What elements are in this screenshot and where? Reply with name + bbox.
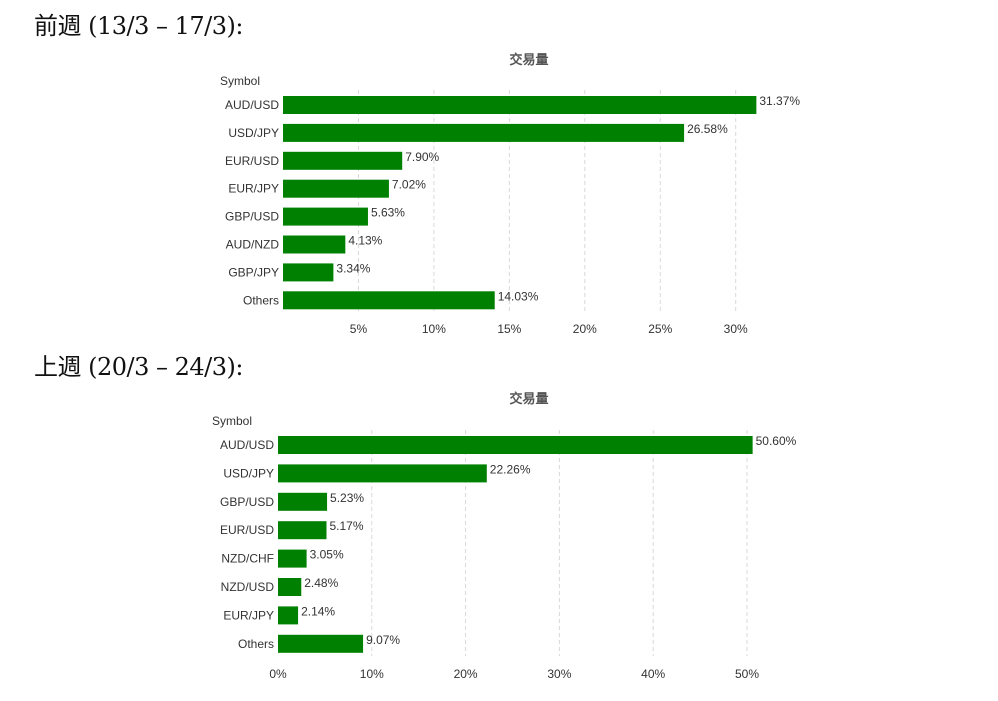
x-tick-label: 15% (497, 322, 521, 336)
section-heading-previous-week: 前週 (13/3 – 17/3): (34, 12, 244, 40)
x-tick-label: 10% (360, 667, 384, 681)
value-label: 26.58% (687, 122, 728, 136)
value-label: 5.17% (329, 519, 363, 533)
x-tick-label: 50% (735, 667, 759, 681)
value-label: 9.07% (366, 633, 400, 647)
bar (283, 151, 403, 170)
bar (283, 179, 389, 198)
value-label: 14.03% (498, 289, 539, 303)
value-label: 31.37% (759, 94, 800, 108)
category-label: EUR/USD (225, 154, 279, 168)
value-label: 2.14% (301, 604, 335, 618)
y-axis-label: Symbol (212, 414, 252, 428)
category-label: USD/JPY (228, 126, 279, 140)
value-label: 3.05% (310, 548, 344, 562)
category-label: NZD/USD (221, 580, 275, 594)
value-label: 4.13% (348, 234, 382, 248)
value-label: 22.26% (490, 462, 531, 476)
bar (283, 207, 368, 226)
category-label: AUD/NZD (226, 238, 280, 252)
x-tick-label: 20% (454, 667, 478, 681)
category-label: EUR/USD (220, 523, 274, 537)
value-label: 7.02% (392, 178, 426, 192)
bar (283, 263, 334, 282)
x-tick-label: 30% (724, 322, 748, 336)
category-label: NZD/CHF (221, 552, 274, 566)
bar (278, 549, 307, 568)
x-tick-label: 20% (573, 322, 597, 336)
value-label: 5.63% (371, 206, 405, 220)
chart-title: 交易量 (509, 52, 548, 67)
bar (278, 492, 328, 511)
x-tick-label: 30% (547, 667, 571, 681)
bar (278, 436, 753, 454)
x-tick-label: 5% (350, 322, 368, 336)
category-label: GBP/JPY (228, 265, 279, 279)
bar (283, 96, 757, 114)
bar (283, 291, 495, 310)
y-axis-label: Symbol (220, 74, 260, 88)
category-label: AUD/USD (225, 98, 279, 112)
bar (278, 606, 299, 625)
bar (278, 634, 364, 653)
category-label: Others (238, 637, 274, 651)
category-label: GBP/USD (225, 210, 279, 224)
chart-title: 交易量 (509, 391, 548, 406)
x-tick-label: 10% (422, 322, 446, 336)
value-label: 5.23% (330, 491, 364, 505)
x-tick-label: 40% (641, 667, 665, 681)
category-label: EUR/JPY (223, 608, 274, 622)
volume-chart-previous-week: 交易量 Symbol AUD/USD 31.37% USD/JPY 26.58% EUR/U… (220, 52, 800, 336)
bar (283, 235, 346, 254)
x-tick-label: 25% (648, 322, 672, 336)
section-heading-last-week: 上週 (20/3 – 24/3): (34, 353, 244, 381)
bar (278, 521, 327, 540)
category-label: USD/JPY (223, 466, 274, 480)
x-tick-label: 0% (269, 667, 287, 681)
bar (278, 464, 487, 483)
value-label: 2.48% (304, 576, 338, 590)
value-label: 3.34% (336, 261, 370, 275)
value-label: 50.60% (756, 434, 797, 448)
category-label: EUR/JPY (228, 182, 279, 196)
category-label: AUD/USD (220, 438, 274, 452)
bar (283, 123, 685, 142)
category-label: GBP/USD (220, 495, 274, 509)
bar (278, 578, 302, 596)
value-label: 7.90% (405, 150, 439, 164)
category-label: Others (243, 293, 279, 307)
